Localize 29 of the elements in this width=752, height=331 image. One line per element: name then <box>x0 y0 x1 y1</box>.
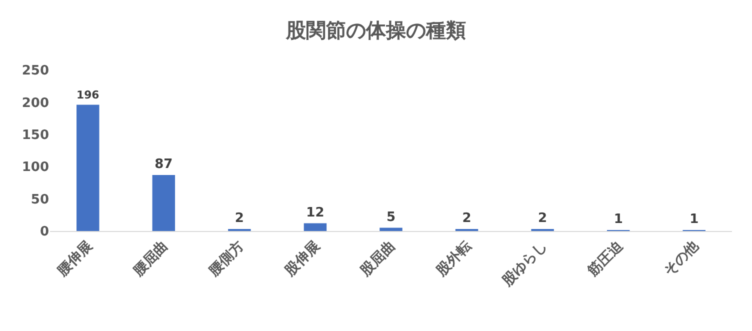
x-tick-label: その他 <box>660 238 703 280</box>
x-tick-label: 筋圧迫 <box>584 238 627 280</box>
x-tick-label: 股外転 <box>432 238 475 280</box>
data-label: 1 <box>614 212 623 227</box>
y-tick-label: 150 <box>22 128 49 143</box>
y-tick-label: 100 <box>22 160 49 176</box>
y-tick-label: 250 <box>22 64 49 79</box>
chart-title: 股関節の体操の種類 <box>285 18 466 42</box>
x-tick-label: 腰屈曲 <box>130 238 172 280</box>
data-label: 2 <box>538 211 548 226</box>
bar <box>380 228 402 231</box>
data-label: 2 <box>462 211 472 226</box>
data-label: 1 <box>690 212 699 227</box>
x-tick-label: 股伸展 <box>281 238 323 280</box>
x-tick-label: 腰側方 <box>204 238 248 280</box>
y-tick-label: 0 <box>40 224 49 240</box>
bar <box>152 174 176 231</box>
x-tick-label: 股ゆらし <box>498 238 550 290</box>
data-label: 12 <box>306 205 324 220</box>
bar <box>304 223 327 231</box>
x-tick-label: 股屈曲 <box>357 238 399 280</box>
bar <box>76 104 100 231</box>
data-label: 2 <box>234 211 244 226</box>
data-label: 5 <box>386 210 396 225</box>
data-label: 196 <box>76 88 100 102</box>
y-tick-label: 50 <box>30 192 49 208</box>
y-tick-label: 200 <box>22 96 49 111</box>
data-label: 87 <box>154 156 173 172</box>
x-tick-label: 腰伸展 <box>54 238 96 280</box>
